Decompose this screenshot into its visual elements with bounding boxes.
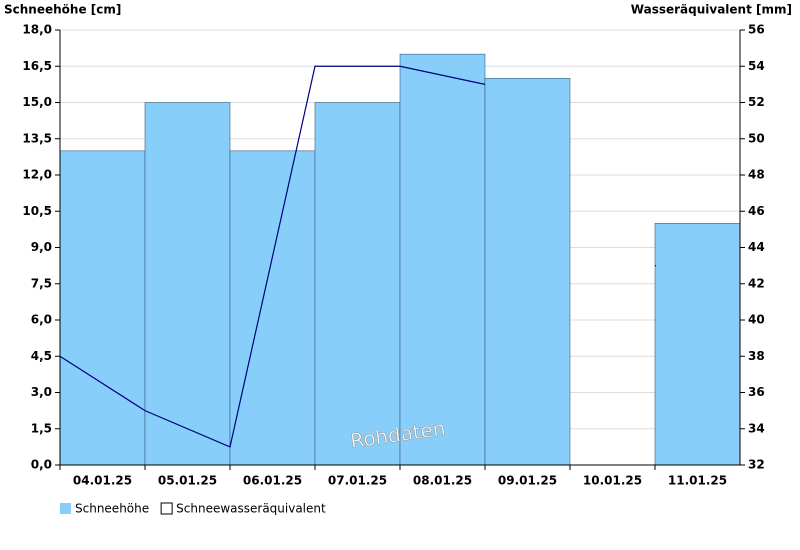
x-tick-label: 09.01.25: [498, 474, 557, 488]
bar: [484, 78, 571, 466]
y-tick-label: 15,0: [22, 95, 52, 109]
y2-tick-label: 56: [748, 23, 765, 37]
bar: [654, 223, 741, 466]
bar: [229, 150, 316, 466]
y2-tick-label: 32: [748, 458, 765, 472]
line: [59, 65, 486, 448]
legend-swatch: [160, 502, 173, 515]
y-tick-label: 4,5: [31, 349, 52, 363]
y-tick-label: 9,0: [31, 240, 52, 254]
y2-tick-label: 48: [748, 168, 765, 182]
x-tick-label: 07.01.25: [328, 474, 387, 488]
y-tick-label: 0,0: [31, 458, 52, 472]
y-tick-label: 3,0: [31, 385, 52, 399]
y2-tick-label: 44: [748, 240, 765, 254]
y2-tick-label: 54: [748, 59, 765, 73]
y-tick-label: 13,5: [22, 131, 52, 145]
y-tick-label: 6,0: [31, 313, 52, 327]
legend-swatch: [60, 503, 71, 514]
y2-tick-label: 38: [748, 349, 765, 363]
x-tick-label: 05.01.25: [158, 474, 217, 488]
bar: [59, 150, 146, 466]
y2-tick-label: 34: [748, 421, 765, 435]
y2-tick-label: 42: [748, 276, 765, 290]
bar: [144, 102, 231, 466]
y-tick-label: 18,0: [22, 23, 52, 37]
y2-tick-label: 36: [748, 385, 765, 399]
y2-tick-label: 46: [748, 204, 765, 218]
legend-label: Schneewasseräquivalent: [176, 502, 326, 516]
y-axis-label: Schneehöhe [cm]: [4, 3, 121, 17]
y2-tick-label: 40: [748, 313, 765, 327]
x-tick-label: 08.01.25: [413, 474, 472, 488]
y-tick-label: 12,0: [22, 168, 52, 182]
bar: [314, 102, 401, 466]
bar: [399, 53, 486, 466]
x-tick-label: 04.01.25: [73, 474, 132, 488]
y2-tick-label: 50: [748, 131, 765, 145]
x-tick-label: 10.01.25: [583, 474, 642, 488]
y2-tick-label: 52: [748, 95, 765, 109]
y-tick-label: 1,5: [31, 421, 52, 435]
y-tick-label: 16,5: [22, 59, 52, 73]
x-tick-label: 06.01.25: [243, 474, 302, 488]
y-tick-label: 10,5: [22, 204, 52, 218]
x-tick-label: 11.01.25: [668, 474, 727, 488]
legend-label: Schneehöhe: [75, 502, 149, 516]
y2-axis-label: Wasseräquivalent [mm]: [631, 3, 792, 17]
y-tick-label: 7,5: [31, 276, 52, 290]
